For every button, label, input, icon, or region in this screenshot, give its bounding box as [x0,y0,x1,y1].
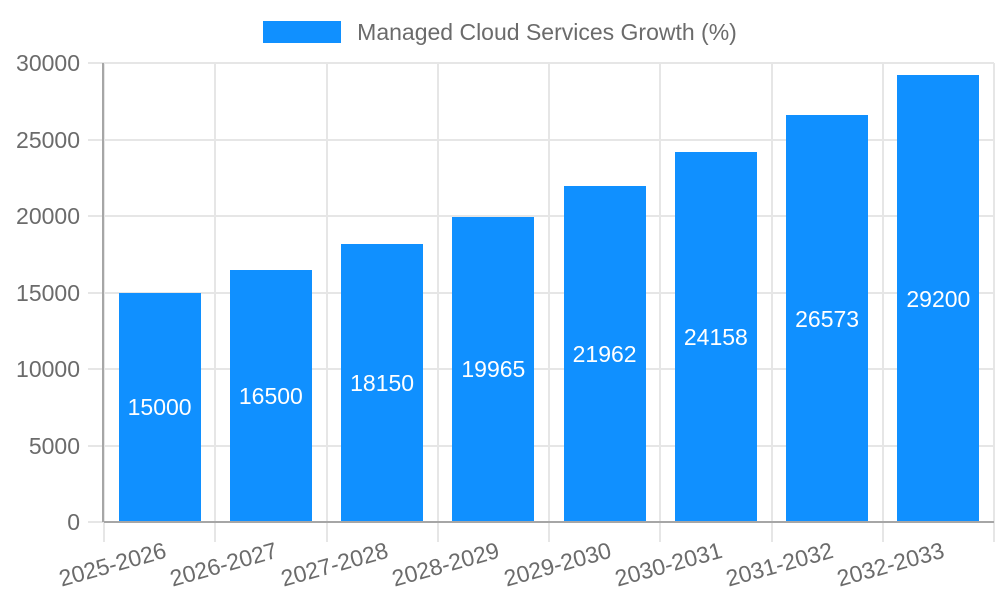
y-axis-tick-label: 20000 [16,203,80,229]
y-gridline [88,368,994,370]
x-axis-tick-label: 2029-2030 [500,537,614,592]
bar[interactable] [897,75,980,522]
bar[interactable] [118,292,201,522]
bar-value-label: 15000 [127,394,192,421]
y-gridline [88,291,994,294]
x-gridline [548,63,550,542]
y-axis-tick-label: 25000 [16,126,80,153]
y-axis-tick-label: 5000 [28,432,80,459]
bar-value-label: 26573 [795,305,860,332]
y-axis-tick-label: 30000 [16,50,80,76]
bar[interactable] [229,269,312,522]
y-axis-line [102,63,104,522]
chart-legend[interactable]: Managed Cloud Services Growth (%) [0,18,1000,46]
x-axis-line [104,521,994,523]
y-gridline [88,444,994,447]
x-axis-tick-label: 2027-2028 [278,537,392,592]
bar-value-label: 16500 [238,382,303,409]
x-axis-tick-label: 2032-2033 [834,537,948,592]
legend-swatch-icon [263,21,342,43]
x-axis-tick-label: 2030-2031 [611,537,725,592]
x-axis-tick-label: 2028-2029 [389,537,503,592]
x-gridline [993,63,995,542]
x-axis-tick-label: 2025-2026 [55,537,169,592]
x-axis-tick-label: 2026-2027 [166,537,280,592]
bar[interactable] [674,152,757,522]
bar[interactable] [452,216,535,522]
y-axis-tick-label: 15000 [16,279,80,306]
bar[interactable] [341,244,424,522]
bar[interactable] [786,115,869,522]
y-gridline [88,215,994,217]
y-gridline [88,62,994,64]
bar[interactable] [563,185,646,522]
x-gridline [214,63,217,542]
bar-value-label: 19965 [461,356,526,383]
bar-value-label: 29200 [906,285,971,312]
bar-value-label: 18150 [350,370,415,397]
x-gridline [659,63,662,542]
bar-value-label: 24158 [683,324,748,351]
x-gridline [881,63,884,542]
y-axis-tick-label: 10000 [16,356,80,382]
x-gridline [103,63,105,542]
y-gridline [88,138,994,141]
x-gridline [325,63,328,542]
legend-series-label: Managed Cloud Services Growth (%) [357,18,737,45]
y-axis-tick-label: 0 [67,509,80,535]
x-axis-tick-label: 2031-2032 [723,537,837,592]
x-gridline [770,63,773,542]
bar-value-label: 21962 [572,340,637,367]
x-gridline [436,63,439,542]
